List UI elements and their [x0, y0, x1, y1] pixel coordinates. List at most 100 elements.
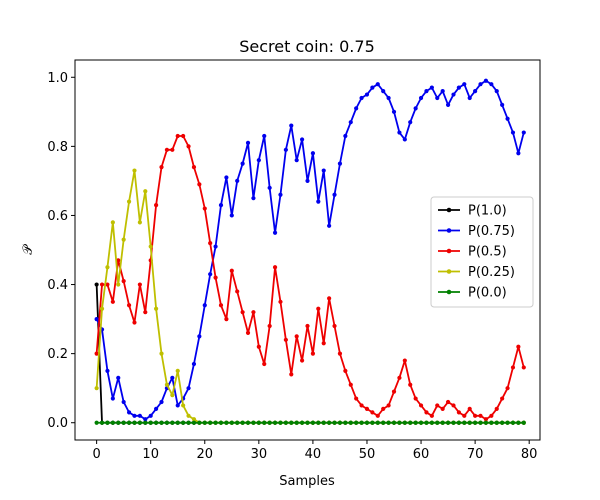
data-point: [451, 420, 456, 425]
data-point: [154, 420, 159, 425]
y-tick-label: 0.6: [47, 209, 68, 224]
data-point: [494, 406, 499, 412]
x-tick-label: 30: [251, 447, 268, 462]
data-point: [229, 213, 234, 218]
data-point: [516, 151, 521, 156]
data-point: [370, 420, 375, 425]
legend-marker-3: [446, 269, 452, 274]
data-point: [327, 420, 332, 425]
data-point: [110, 396, 115, 401]
data-point: [262, 420, 267, 425]
data-point: [164, 382, 170, 387]
data-point: [105, 265, 110, 270]
data-point: [148, 413, 153, 418]
data-point: [510, 420, 516, 425]
legend-box: [430, 196, 534, 308]
data-point: [289, 123, 294, 128]
data-point: [321, 168, 326, 173]
data-point: [413, 396, 418, 401]
data-point: [251, 310, 256, 315]
data-point: [137, 220, 142, 225]
data-point: [478, 82, 483, 87]
data-point: [467, 420, 472, 425]
data-point: [235, 420, 240, 425]
data-point: [337, 351, 343, 356]
data-point: [418, 403, 424, 408]
data-point: [170, 375, 175, 380]
data-point: [126, 420, 132, 425]
data-point: [272, 420, 278, 425]
data-point: [299, 420, 305, 425]
data-point: [467, 95, 472, 101]
data-point: [462, 82, 467, 87]
data-point: [359, 403, 364, 408]
data-point: [197, 420, 202, 425]
data-point: [278, 192, 283, 197]
data-point: [94, 351, 99, 356]
data-point: [94, 282, 99, 287]
data-point: [170, 420, 175, 425]
data-point: [337, 161, 343, 166]
data-point: [289, 372, 294, 377]
data-point: [435, 95, 440, 101]
data-point: [478, 420, 483, 425]
data-point: [251, 420, 256, 425]
data-point: [413, 420, 418, 425]
data-point: [137, 282, 142, 287]
data-point: [148, 244, 153, 249]
data-point: [197, 182, 202, 187]
data-point: [121, 420, 126, 425]
data-point: [278, 420, 283, 425]
data-point: [397, 420, 402, 425]
data-point: [451, 403, 456, 408]
data-point: [375, 413, 380, 418]
data-point: [186, 144, 191, 149]
legend: P(1.0) P(0.75) P(0.5) P(0.25) P(0.0): [430, 196, 534, 308]
data-point: [191, 164, 197, 170]
data-point: [272, 265, 278, 270]
data-point: [381, 88, 386, 94]
data-point: [483, 420, 489, 425]
data-point: [451, 92, 456, 97]
data-point: [316, 420, 321, 425]
data-point: [283, 147, 288, 152]
data-point: [505, 386, 510, 391]
data-point: [478, 413, 483, 418]
data-point: [267, 185, 272, 190]
y-axis: 0.0 0.2 0.4 0.6 0.8 1.0: [47, 71, 75, 431]
data-point: [305, 178, 310, 184]
data-point: [435, 420, 440, 425]
x-tick-label: 50: [359, 447, 376, 462]
x-axis-label: Samples: [279, 474, 335, 489]
data-point: [299, 358, 305, 363]
data-point: [397, 375, 402, 380]
data-point: [429, 420, 434, 425]
x-tick-label: 20: [196, 447, 213, 462]
data-point: [321, 420, 326, 425]
data-point: [294, 420, 299, 425]
data-point: [462, 420, 467, 425]
data-point: [337, 420, 343, 425]
data-point: [121, 399, 126, 405]
data-point: [359, 420, 364, 425]
data-point: [186, 420, 191, 425]
data-point: [170, 147, 175, 152]
data-point: [235, 178, 240, 184]
data-point: [175, 133, 180, 139]
data-point: [191, 417, 197, 422]
data-point: [294, 158, 299, 163]
data-point: [116, 258, 121, 263]
y-axis-label: 𝒫: [21, 244, 36, 255]
data-point: [186, 413, 191, 418]
data-point: [391, 420, 397, 425]
data-point: [224, 420, 229, 425]
data-point: [116, 282, 121, 287]
data-point: [105, 282, 110, 287]
data-point: [381, 406, 386, 412]
data-point: [262, 133, 267, 139]
x-tick-label: 70: [467, 447, 484, 462]
data-point: [229, 420, 234, 425]
data-point: [521, 130, 526, 135]
data-point: [256, 344, 261, 349]
data-point: [521, 365, 526, 370]
